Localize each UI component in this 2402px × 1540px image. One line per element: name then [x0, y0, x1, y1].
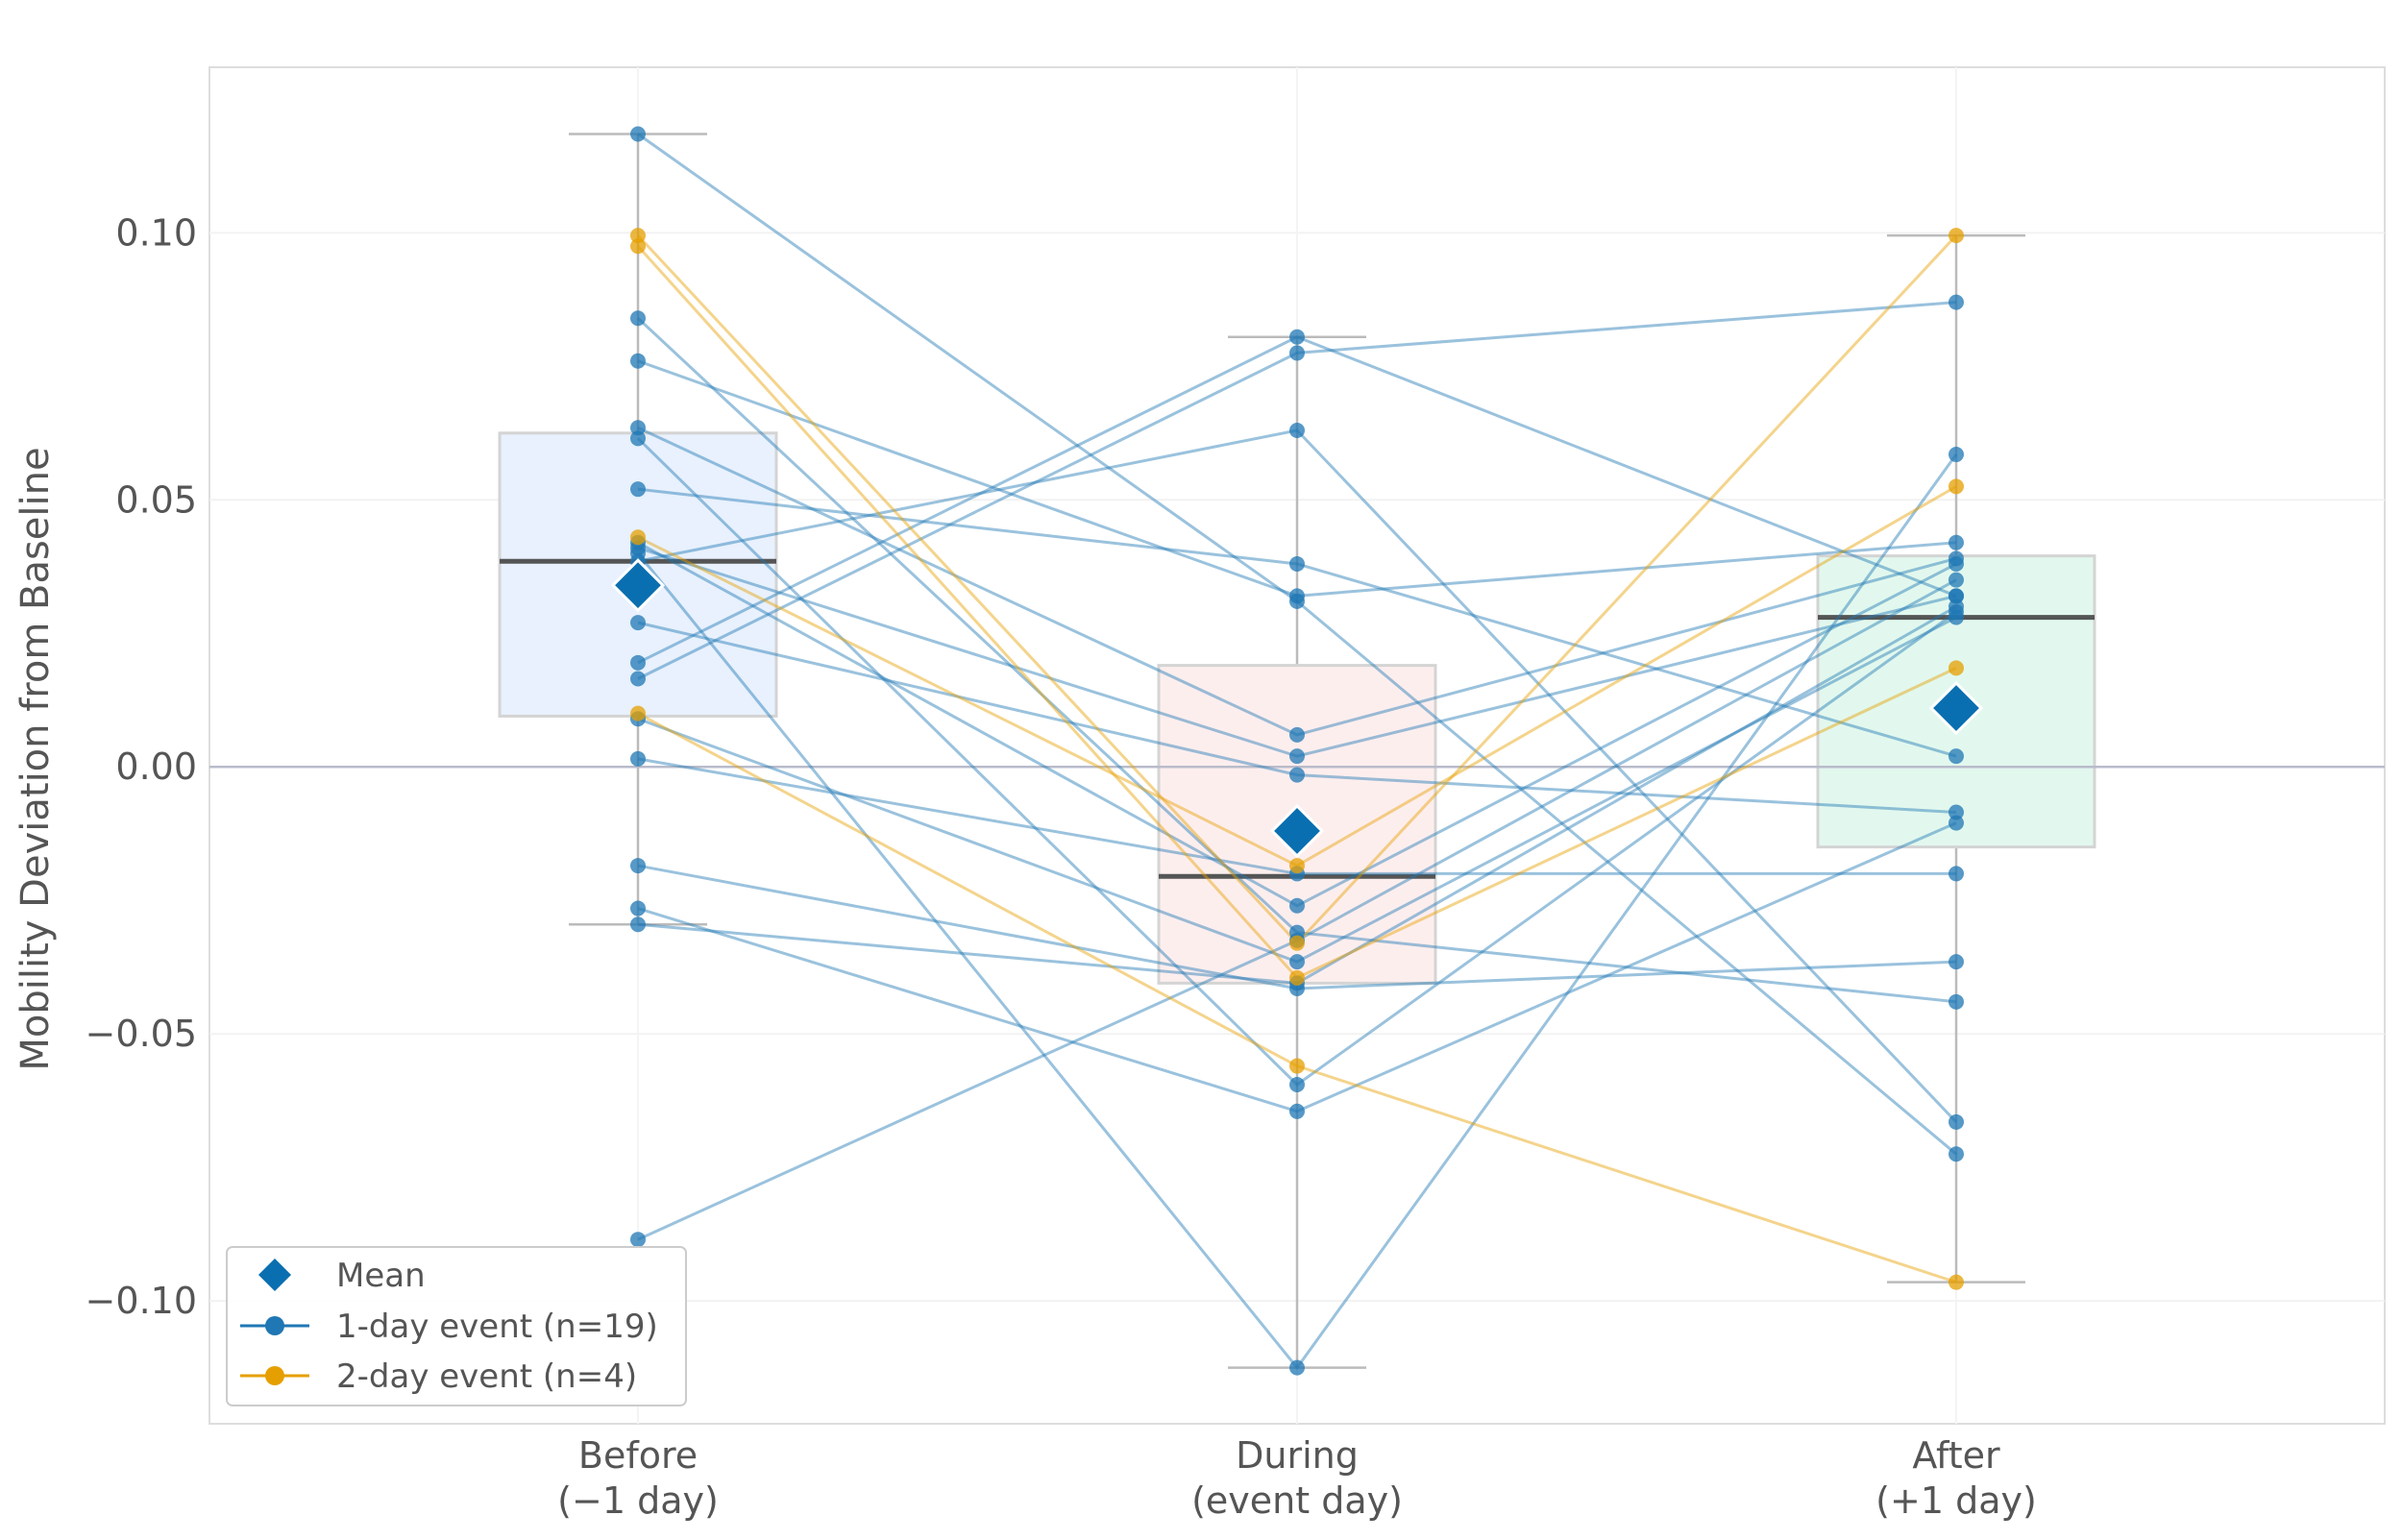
legend-series-label: 2-day event (n=4) [336, 1357, 637, 1396]
data-point [1949, 599, 1964, 615]
data-point [1949, 609, 1964, 625]
data-point [1289, 767, 1305, 783]
data-point [1949, 447, 1964, 463]
axes-layer: 0.10 0.05 0.00 −0.05 −0.10 Before(−1 day) Duri… [13, 211, 2037, 1522]
data-point [1949, 1146, 1964, 1162]
data-point [1949, 534, 1964, 550]
data-point [1289, 1077, 1305, 1092]
data-point [1949, 1274, 1964, 1290]
data-point [630, 750, 646, 767]
y-tick-label: −0.10 [86, 1280, 197, 1322]
legend: Mean 1-day event (n=19) 2-day event (n=4) [226, 1246, 687, 1406]
data-point [1289, 588, 1305, 604]
mean-marker [1269, 803, 1325, 859]
data-point [630, 126, 646, 142]
mean-marker [610, 558, 666, 613]
data-point [1289, 897, 1305, 914]
x-tick-label: After [1912, 1434, 2000, 1477]
data-point [1949, 954, 1964, 970]
data-point [630, 430, 646, 447]
y-tick-label: 0.00 [115, 746, 197, 788]
data-point [1289, 858, 1305, 874]
data-point [1949, 572, 1964, 588]
data-point [1949, 1113, 1964, 1130]
data-point [1289, 423, 1305, 439]
x-tick-label: Before [578, 1434, 698, 1477]
x-tick-sublabel: (−1 day) [557, 1479, 719, 1522]
legend-mean-symbol [258, 1259, 291, 1291]
data-point [1949, 993, 1964, 1010]
data-point [630, 671, 646, 687]
data-point [1289, 345, 1305, 361]
data-point [1289, 935, 1305, 951]
x-tick-sublabel: (event day) [1191, 1479, 1403, 1522]
y-tick-label: 0.10 [115, 211, 197, 254]
data-point [630, 228, 646, 244]
x-tick-label: During [1236, 1434, 1359, 1477]
data-point [1949, 478, 1964, 495]
data-point [1289, 954, 1305, 970]
data-point [630, 917, 646, 933]
data-point [630, 705, 646, 721]
data-point [1289, 329, 1305, 345]
points-layer [630, 126, 1964, 1376]
data-point [630, 310, 646, 327]
means-layer [610, 558, 1984, 859]
y-axis-title: Mobility Deviation from Baseline [13, 447, 58, 1070]
data-point [630, 615, 646, 631]
legend-box [226, 1246, 687, 1406]
data-point [630, 1232, 646, 1248]
data-point [1289, 555, 1305, 572]
data-point [1289, 1103, 1305, 1119]
data-point [1949, 866, 1964, 882]
y-tick-label: −0.05 [86, 1013, 197, 1055]
data-point [630, 654, 646, 671]
data-point [630, 238, 646, 255]
legend-mean-label: Mean [336, 1257, 426, 1295]
data-point [1289, 726, 1305, 743]
y-tick-label: 0.05 [115, 478, 197, 521]
data-point [1289, 1359, 1305, 1376]
data-point [1949, 294, 1964, 310]
data-point [630, 353, 646, 369]
data-point [630, 481, 646, 498]
data-point [1289, 1058, 1305, 1074]
data-point [630, 529, 646, 546]
data-point [630, 858, 646, 874]
data-point [1949, 228, 1964, 244]
data-point [1289, 969, 1305, 986]
data-point [1949, 660, 1964, 676]
data-point [630, 545, 646, 561]
data-point [1949, 804, 1964, 820]
legend-series-label: 1-day event (n=19) [336, 1308, 658, 1346]
mean-marker [1928, 680, 1984, 736]
legend-series-marker [265, 1366, 284, 1385]
x-tick-sublabel: (+1 day) [1875, 1479, 2037, 1522]
data-point [1949, 555, 1964, 572]
data-point [1949, 815, 1964, 831]
data-point [630, 420, 646, 436]
data-point [630, 900, 646, 917]
data-point [1949, 588, 1964, 604]
data-point [1949, 748, 1964, 765]
legend-series-marker [265, 1316, 284, 1335]
data-point [1289, 748, 1305, 765]
